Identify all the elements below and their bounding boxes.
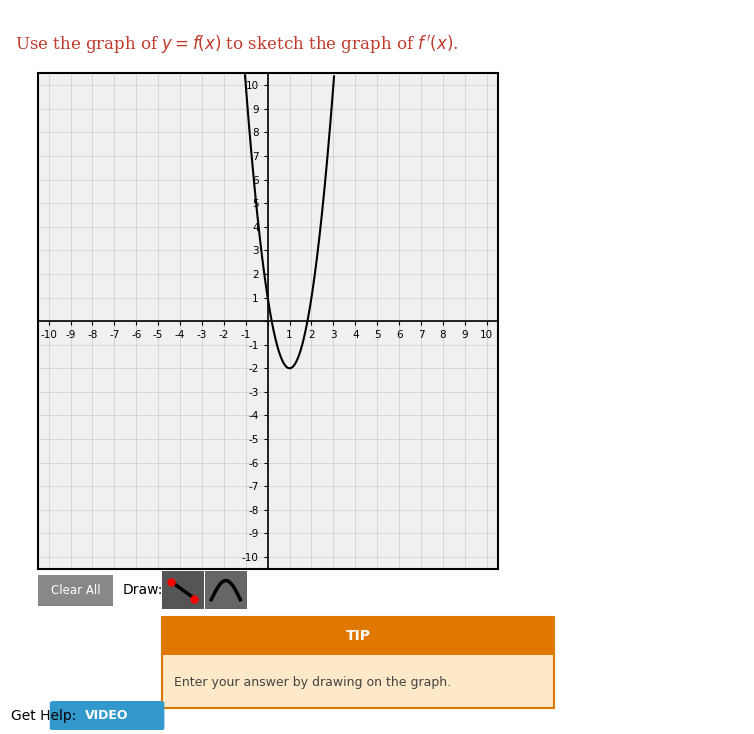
FancyBboxPatch shape <box>158 567 207 613</box>
FancyBboxPatch shape <box>33 574 118 606</box>
FancyBboxPatch shape <box>162 617 554 708</box>
Text: Enter your answer by drawing on the graph.: Enter your answer by drawing on the grap… <box>174 676 451 689</box>
Text: Clear All: Clear All <box>51 584 100 597</box>
Bar <box>38 73 498 569</box>
Text: TIP: TIP <box>345 629 371 643</box>
Text: Draw:: Draw: <box>122 583 163 597</box>
Text: VIDEO: VIDEO <box>85 709 129 722</box>
FancyBboxPatch shape <box>201 567 250 613</box>
Text: Get Help:: Get Help: <box>11 708 76 723</box>
Text: Use the graph of $y = f(x)$ to sketch the graph of $f\,'(x)$.: Use the graph of $y = f(x)$ to sketch th… <box>15 32 458 56</box>
FancyBboxPatch shape <box>162 617 554 655</box>
FancyBboxPatch shape <box>50 700 164 731</box>
